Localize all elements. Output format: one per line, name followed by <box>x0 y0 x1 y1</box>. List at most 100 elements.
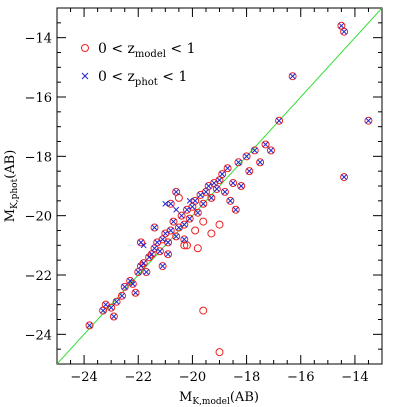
data-point-circle <box>275 116 284 125</box>
y-tick-label: −20 <box>25 210 52 225</box>
data-point-cross <box>268 147 274 154</box>
data-point-cross <box>167 200 174 207</box>
x-tick-label: −14 <box>341 370 368 385</box>
data-point-cross <box>165 251 171 258</box>
data-point-cross <box>211 180 218 186</box>
data-point-circle <box>237 182 246 190</box>
data-point-circle <box>199 199 208 208</box>
data-point-cross <box>121 283 128 290</box>
y-tick-label: −14 <box>25 32 52 47</box>
data-point-circle <box>215 348 224 357</box>
data-point-cross <box>86 322 93 329</box>
data-point-circle <box>107 303 116 312</box>
data-point-cross <box>132 289 139 296</box>
data-point-cross <box>230 180 236 186</box>
data-point-circle <box>185 214 194 223</box>
data-point-cross <box>262 141 269 148</box>
data-point-circle <box>364 116 373 125</box>
data-point-circle <box>250 146 259 155</box>
data-point-cross <box>173 233 180 240</box>
data-point-circle <box>180 241 189 250</box>
y-axis-label: MK,phot(AB) <box>3 150 20 223</box>
legend: 0 < zmodel < 1 0 < zphot < 1 <box>81 41 196 88</box>
data-point-circle <box>193 208 202 217</box>
data-point-cross <box>173 188 180 195</box>
series-phot-crosses <box>86 22 372 329</box>
data-point-circle <box>207 229 216 238</box>
data-point-circle <box>128 279 137 288</box>
data-point-cross <box>235 159 242 166</box>
data-point-cross <box>135 269 142 275</box>
data-point-cross <box>186 215 193 222</box>
data-point-circle <box>340 173 349 182</box>
x-tick-label: −16 <box>287 370 314 385</box>
data-point-circle <box>166 199 175 208</box>
data-point-circle <box>131 288 140 297</box>
data-point-circle <box>155 247 164 256</box>
data-point-cross <box>203 188 209 195</box>
data-point-circle <box>231 205 240 214</box>
axis-ticks <box>56 7 383 365</box>
x-tick-label: −20 <box>179 370 206 385</box>
data-point-circle <box>136 238 145 247</box>
data-point-circle <box>256 158 265 167</box>
data-point-cross <box>197 191 204 198</box>
data-point-circle <box>199 306 208 315</box>
data-point-cross <box>151 224 158 231</box>
data-point-cross <box>165 239 171 246</box>
data-point-circle <box>226 196 235 205</box>
data-point-cross <box>162 200 169 207</box>
data-point-circle <box>242 152 251 161</box>
data-point-circle <box>164 238 173 247</box>
data-point-circle <box>164 250 173 259</box>
data-point-cross <box>143 269 150 275</box>
data-point-cross <box>167 227 174 234</box>
data-point-cross <box>221 188 228 195</box>
data-point-cross <box>276 117 283 124</box>
data-point-cross <box>113 298 120 305</box>
legend-circle-marker <box>81 44 89 52</box>
data-point-circle <box>191 226 200 235</box>
data-point-circle <box>223 164 232 173</box>
data-point-cross <box>159 236 166 243</box>
data-point-cross <box>341 174 348 181</box>
data-point-cross <box>181 236 188 243</box>
data-point-circle <box>199 217 208 226</box>
data-point-cross <box>140 242 147 249</box>
x-axis-label: MK,model(AB) <box>179 390 259 407</box>
data-point-circle <box>120 282 129 291</box>
data-point-cross <box>289 73 296 80</box>
data-point-cross <box>219 171 226 178</box>
data-point-cross <box>178 212 185 219</box>
y-tick-label: −24 <box>25 328 52 343</box>
data-point-circle <box>139 259 148 268</box>
data-point-circle <box>215 220 224 229</box>
x-tick-label: −22 <box>125 370 152 385</box>
data-point-cross <box>189 203 196 210</box>
data-point-circle <box>261 140 270 149</box>
data-point-cross <box>110 313 117 320</box>
data-point-cross <box>200 200 207 207</box>
data-point-circle <box>266 146 275 155</box>
data-point-cross <box>186 197 193 204</box>
x-tick-label: −24 <box>70 370 97 385</box>
data-point-cross <box>170 218 177 225</box>
data-point-cross <box>227 197 234 204</box>
data-point-cross <box>173 206 180 213</box>
data-point-cross <box>162 230 169 237</box>
data-point-cross <box>341 28 348 35</box>
data-point-cross <box>129 280 136 287</box>
data-point-circle <box>85 321 94 330</box>
data-point-circle <box>234 158 243 167</box>
data-point-cross <box>232 206 239 213</box>
data-point-cross <box>213 186 220 192</box>
data-point-circle <box>229 179 238 188</box>
data-point-circle <box>169 217 178 226</box>
data-point-cross <box>148 251 155 258</box>
data-point-cross <box>257 159 264 166</box>
data-point-circle <box>180 220 189 229</box>
data-point-cross <box>119 292 125 299</box>
data-point-circle <box>158 262 167 271</box>
data-point-cross <box>181 221 188 228</box>
data-point-cross <box>140 260 147 267</box>
